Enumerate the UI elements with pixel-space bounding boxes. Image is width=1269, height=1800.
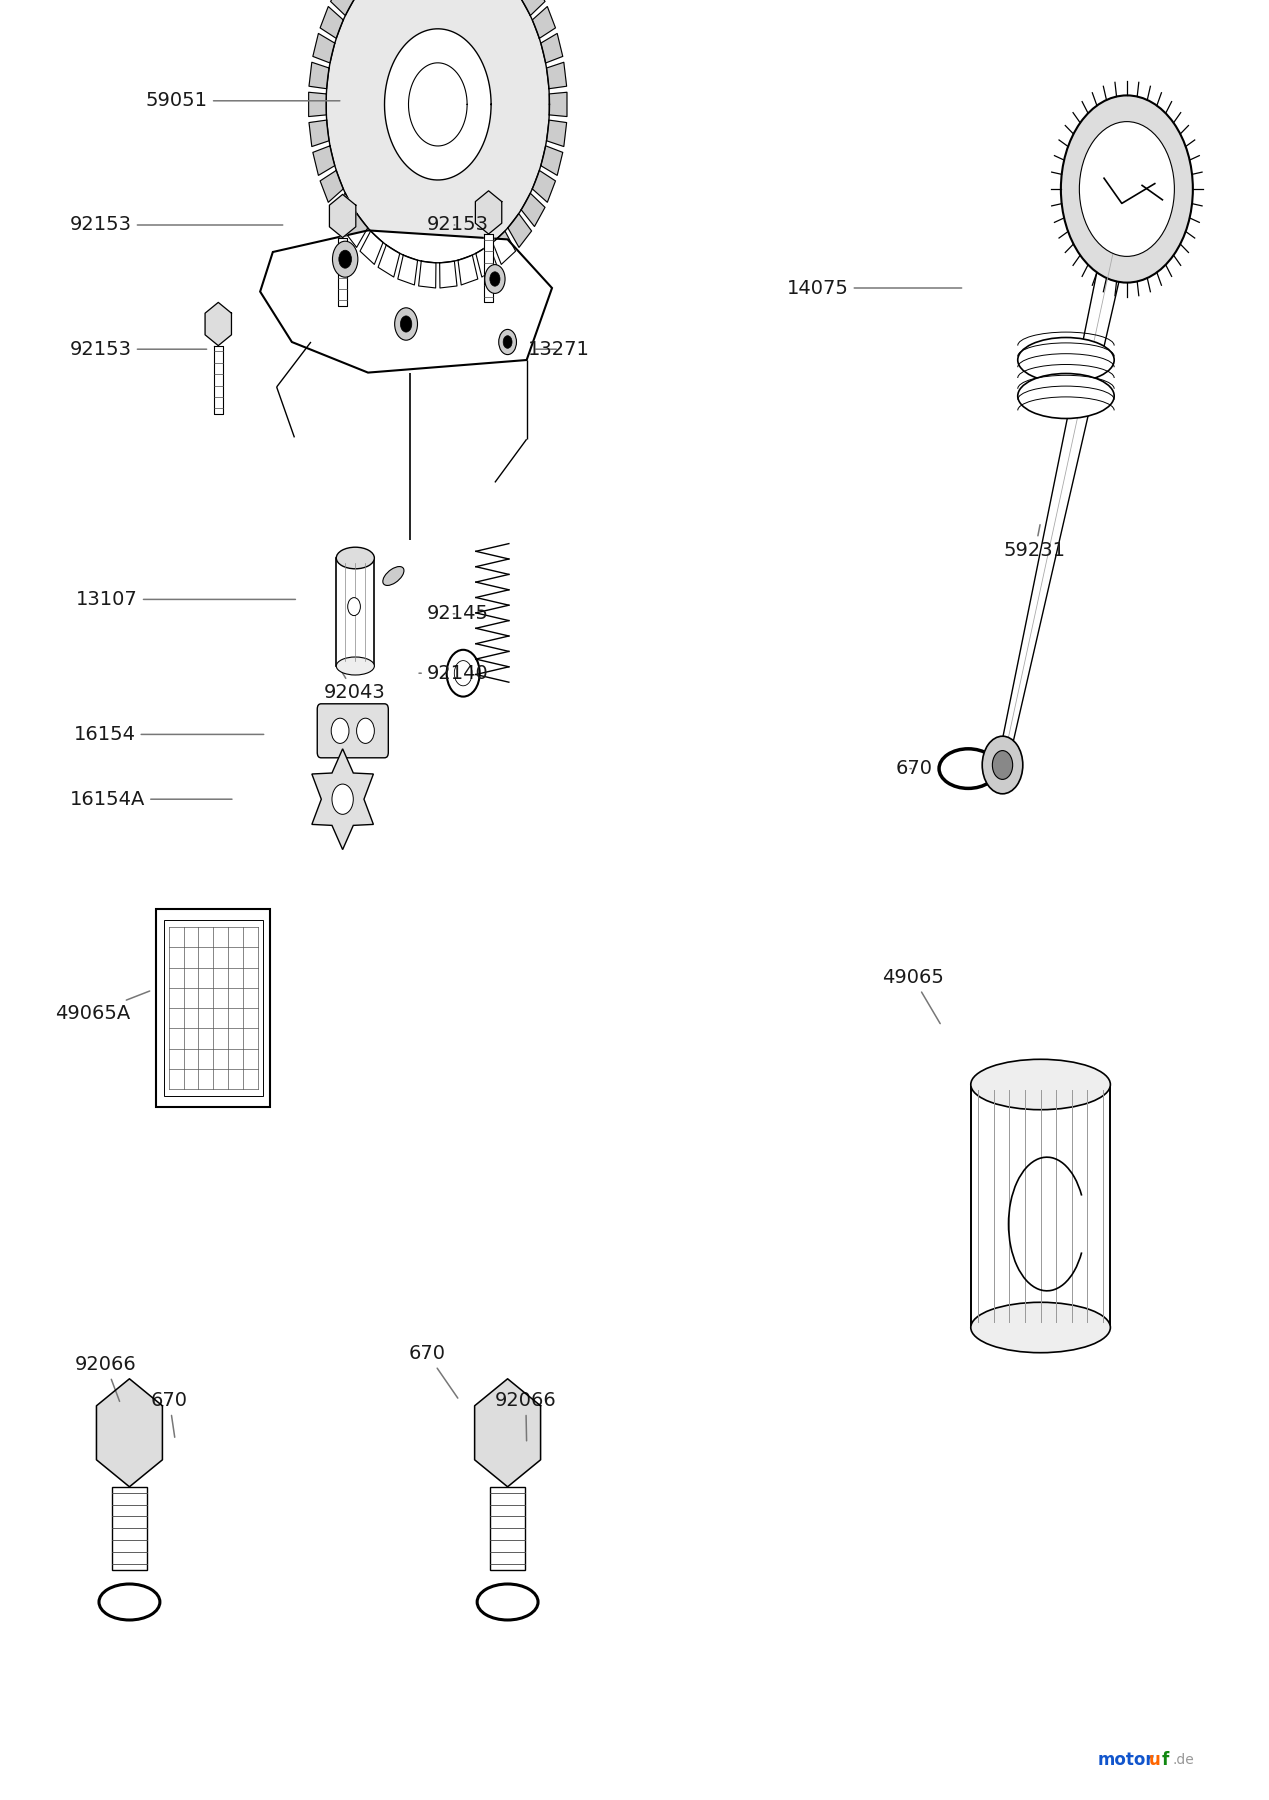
Polygon shape [458,256,478,284]
Polygon shape [997,184,1140,767]
Text: 59231: 59231 [1004,526,1066,560]
Text: 92153: 92153 [70,340,207,358]
Polygon shape [313,34,335,63]
Polygon shape [260,230,552,373]
Polygon shape [532,7,556,38]
Text: u: u [1148,1751,1160,1769]
Text: 14075: 14075 [787,279,962,297]
Circle shape [982,736,1023,794]
Text: 92043: 92043 [324,664,386,702]
Polygon shape [476,191,501,234]
Text: 92066: 92066 [495,1391,557,1440]
Ellipse shape [336,657,374,675]
Circle shape [332,785,353,814]
Polygon shape [320,171,344,202]
Polygon shape [331,193,354,227]
Bar [336,558,374,666]
Polygon shape [475,1379,541,1487]
Circle shape [385,29,491,180]
Polygon shape [320,7,344,38]
Polygon shape [360,230,383,265]
Polygon shape [378,245,400,277]
FancyBboxPatch shape [317,704,388,758]
Polygon shape [206,302,231,346]
Polygon shape [344,214,368,247]
Text: f: f [1161,1751,1169,1769]
Circle shape [332,241,358,277]
Ellipse shape [971,1303,1110,1354]
Bar [164,920,263,1096]
Polygon shape [541,34,562,63]
Circle shape [348,598,360,616]
Text: 670: 670 [896,760,933,778]
Text: 92153: 92153 [70,216,283,234]
Polygon shape [547,121,566,146]
Circle shape [503,335,513,349]
Polygon shape [547,63,566,88]
Circle shape [339,250,352,268]
Circle shape [395,308,418,340]
Text: 13271: 13271 [528,340,590,358]
Text: 670: 670 [409,1345,458,1399]
Polygon shape [549,92,567,117]
Polygon shape [419,261,437,288]
Text: 49065: 49065 [882,968,944,1024]
Circle shape [401,317,411,331]
Ellipse shape [971,1058,1110,1109]
Circle shape [1061,95,1193,283]
Text: 92153: 92153 [426,216,489,234]
Ellipse shape [336,547,374,569]
Text: 92066: 92066 [75,1355,137,1402]
Polygon shape [310,63,329,88]
Text: 49065A: 49065A [55,992,150,1022]
Polygon shape [492,230,515,265]
Bar [490,1487,525,1570]
Polygon shape [308,92,326,117]
Text: 92140: 92140 [419,664,489,682]
Bar [971,1084,1110,1328]
Polygon shape [541,146,562,175]
Text: 92145: 92145 [426,605,489,623]
Circle shape [331,718,349,743]
Circle shape [992,751,1013,779]
Text: 670: 670 [151,1391,188,1436]
Polygon shape [485,234,492,302]
Circle shape [490,272,500,286]
Text: 59051: 59051 [146,92,340,110]
Polygon shape [508,214,532,247]
Polygon shape [331,0,354,16]
Polygon shape [476,245,497,277]
Circle shape [326,0,549,263]
Polygon shape [96,1379,162,1487]
Polygon shape [339,238,348,306]
Polygon shape [330,194,355,238]
Polygon shape [310,121,329,146]
Circle shape [499,329,516,355]
Ellipse shape [383,567,404,585]
Polygon shape [312,749,373,850]
Text: .de: .de [1173,1753,1194,1768]
Bar [156,909,270,1107]
Circle shape [1080,122,1174,256]
Circle shape [485,265,505,293]
Ellipse shape [1018,374,1114,419]
Text: 16154A: 16154A [70,790,232,808]
Text: 13107: 13107 [76,590,296,608]
Polygon shape [397,256,418,284]
Polygon shape [522,0,544,16]
Bar [112,1487,147,1570]
Text: 16154: 16154 [74,725,264,743]
Polygon shape [313,146,335,175]
Polygon shape [439,261,457,288]
Polygon shape [213,346,223,414]
Polygon shape [532,171,556,202]
Text: motor: motor [1098,1751,1155,1769]
Ellipse shape [1018,338,1114,383]
Polygon shape [522,193,544,227]
Circle shape [357,718,374,743]
